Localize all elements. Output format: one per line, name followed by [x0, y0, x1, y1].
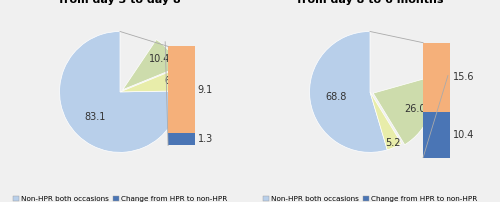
Text: 9.1: 9.1: [198, 85, 213, 95]
Text: 1.3: 1.3: [198, 134, 213, 144]
Wedge shape: [310, 32, 387, 152]
Wedge shape: [120, 32, 154, 92]
Legend: Non-HPR both occasions, HPR both occasions, Change from HPR to non-HPR, Change f: Non-HPR both occasions, HPR both occasio…: [13, 196, 227, 202]
Text: 15.6: 15.6: [452, 72, 474, 82]
Bar: [423, 43, 450, 112]
Text: 26.0: 26.0: [404, 104, 425, 115]
Text: 6.5: 6.5: [165, 76, 180, 86]
Wedge shape: [120, 69, 180, 92]
Text: 83.1: 83.1: [84, 112, 105, 122]
Bar: [168, 46, 195, 133]
Bar: [168, 133, 195, 145]
Wedge shape: [60, 32, 180, 152]
Text: 5.2: 5.2: [385, 138, 400, 148]
Title: (b)  Change in HPR status
from day 8 to 6 months: (b) Change in HPR status from day 8 to 6…: [290, 0, 450, 5]
Legend: Non-HPR both occasions, HPR both occasions, Change from HPR to non-HPR, Change f: Non-HPR both occasions, HPR both occasio…: [263, 196, 477, 202]
Bar: [423, 112, 450, 158]
Wedge shape: [370, 32, 428, 92]
Text: 68.8: 68.8: [326, 92, 346, 102]
Title: (a) Change in HPR status
from day 3 to day 8: (a) Change in HPR status from day 3 to d…: [42, 0, 198, 5]
Text: 10.4: 10.4: [150, 54, 171, 64]
Wedge shape: [373, 77, 434, 145]
Wedge shape: [122, 40, 178, 90]
Text: 10.4: 10.4: [452, 130, 474, 140]
Wedge shape: [370, 92, 402, 150]
